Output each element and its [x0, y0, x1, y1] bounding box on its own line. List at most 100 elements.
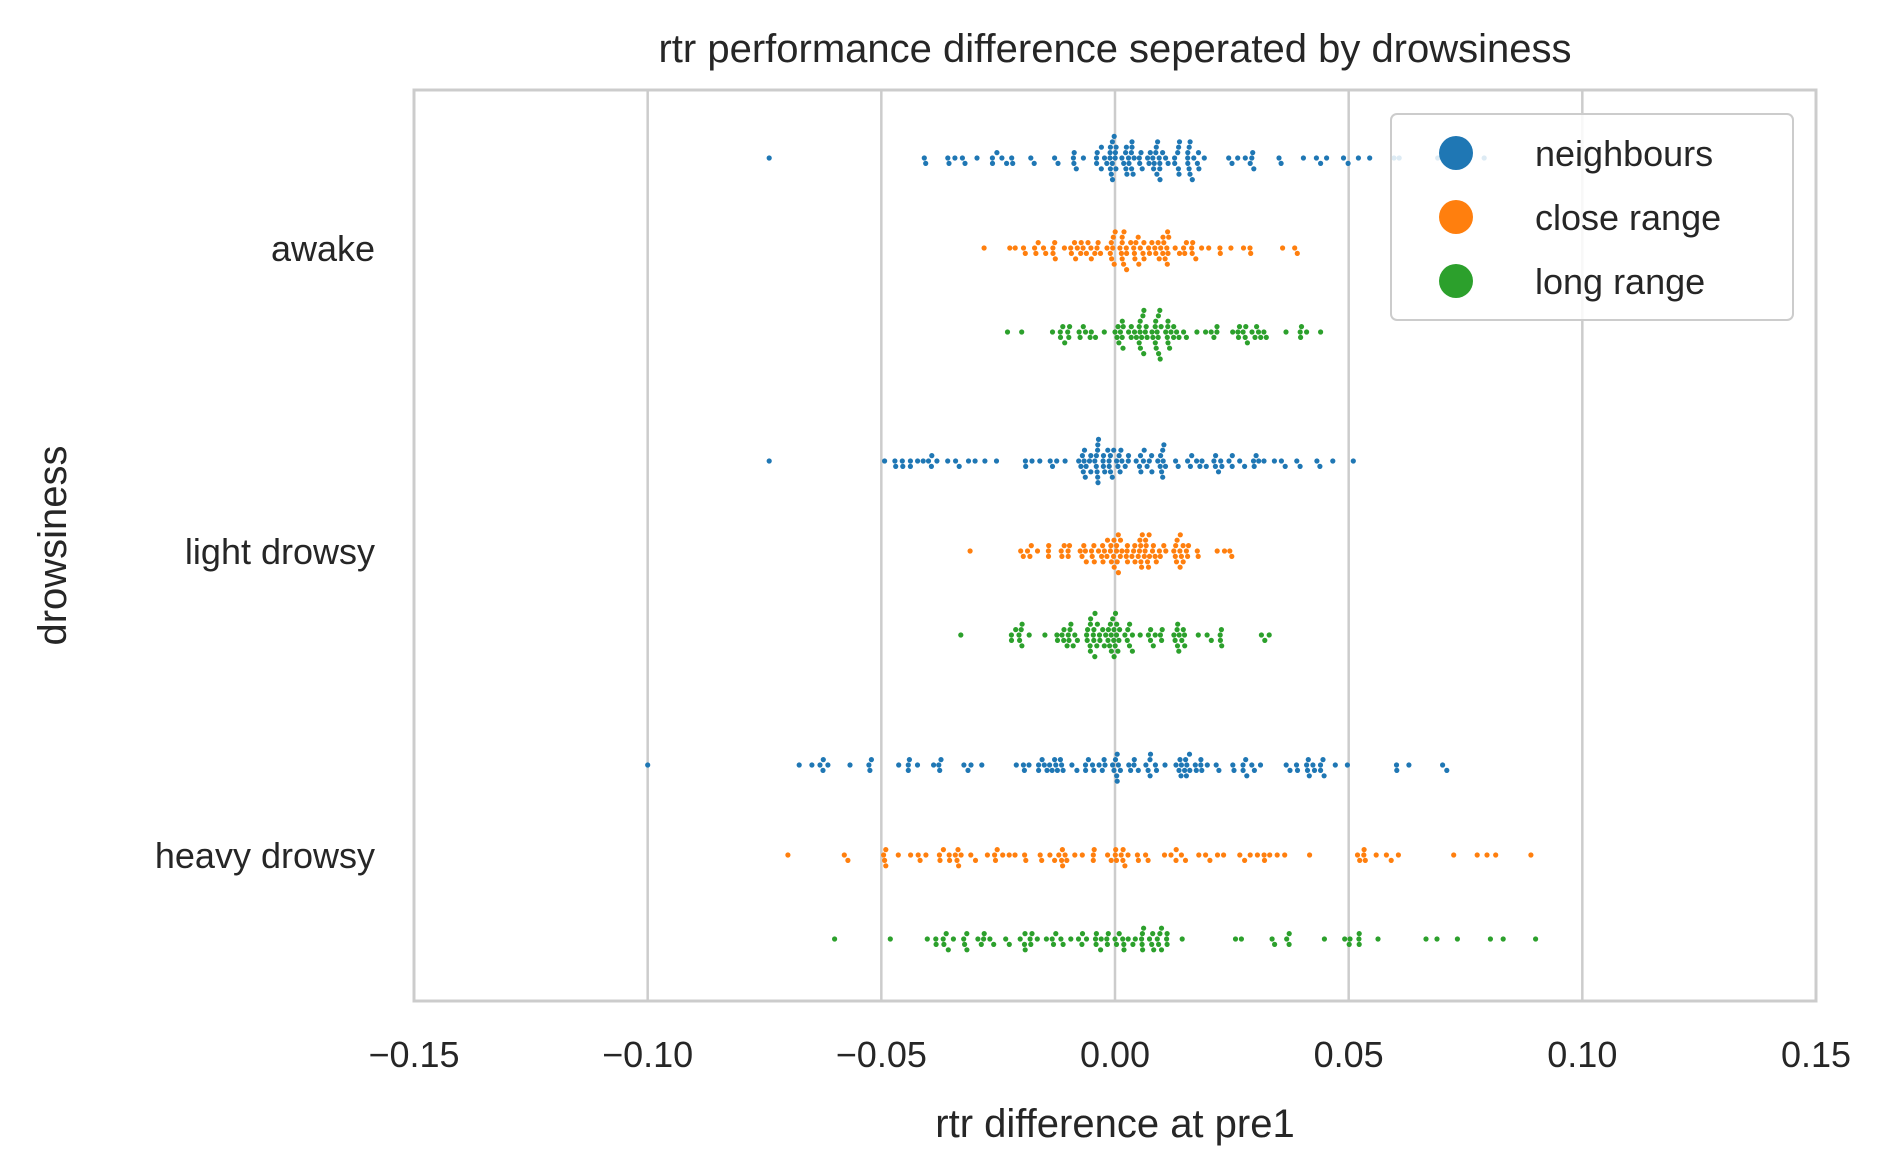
swarm-point: [867, 767, 873, 774]
swarm-point: [1196, 166, 1202, 172]
swarm-point: [1111, 553, 1117, 560]
swarm-point: [933, 936, 939, 942]
swarm-point: [1109, 256, 1115, 262]
swarm-point: [1294, 250, 1300, 256]
swarm-point: [1149, 453, 1155, 459]
swarm-point: [1165, 324, 1171, 330]
swarm-point: [1117, 469, 1123, 475]
swarm-point: [1073, 166, 1079, 172]
swarm-point: [993, 458, 1000, 464]
swarm-point: [1113, 166, 1119, 172]
swarm-point: [1089, 762, 1096, 768]
swarm-point: [1042, 632, 1048, 638]
swarm-point: [1181, 245, 1187, 251]
swarm-point: [1006, 941, 1012, 948]
swarm-point: [965, 767, 971, 774]
swarm-point: [915, 852, 921, 858]
swarm-point: [1020, 553, 1026, 560]
swarm-point: [1174, 627, 1180, 633]
swarm-point: [1266, 632, 1272, 638]
swarm-point: [1118, 250, 1124, 256]
swarm-point: [1057, 757, 1063, 763]
swarm-point: [1065, 553, 1071, 560]
swarm-point: [1112, 150, 1118, 156]
swarm-point: [1129, 648, 1135, 654]
swarm-point: [1036, 767, 1042, 774]
swarm-point: [1124, 637, 1130, 644]
swarm-point: [1098, 144, 1104, 150]
swarm-point: [1112, 643, 1118, 649]
swarm-point: [1143, 852, 1149, 858]
swarm-point: [1282, 852, 1288, 858]
swarm-point: [1049, 463, 1056, 469]
swarm-point: [1163, 548, 1169, 554]
swarm-point: [1156, 351, 1162, 357]
y-category-label: awake: [271, 228, 375, 269]
swarm-point: [1261, 852, 1267, 858]
swarm-point: [1096, 762, 1102, 768]
swarm-point: [1165, 229, 1171, 235]
swarm-point: [1136, 324, 1142, 330]
x-tick-label: −0.10: [602, 1034, 693, 1075]
swarm-point: [1158, 324, 1164, 330]
swarm-point: [1082, 329, 1089, 335]
swarm-point: [1164, 334, 1170, 340]
swarm-point: [1395, 852, 1401, 858]
swarm-point: [1280, 245, 1286, 251]
swarm-point: [1031, 160, 1037, 166]
swarm-point: [1217, 245, 1223, 251]
swarm-point: [1110, 616, 1116, 622]
swarm-point: [1244, 773, 1250, 779]
swarm-point: [1107, 166, 1113, 172]
swarm-point: [1087, 334, 1093, 340]
swarm-point: [1107, 250, 1113, 256]
swarm-point: [962, 160, 968, 166]
swarm-point: [1106, 458, 1112, 464]
swarm-point: [1272, 941, 1278, 948]
swarm-point: [1258, 334, 1264, 340]
swarm-point: [1036, 762, 1042, 768]
swarm-point: [1154, 171, 1160, 177]
swarm-point: [1016, 632, 1022, 638]
swarm-point: [1119, 318, 1125, 324]
swarm-point: [1066, 637, 1072, 644]
swarm-point: [1221, 852, 1227, 858]
swarm-point: [1150, 543, 1156, 549]
swarm-point: [900, 463, 906, 469]
swarm-point: [1194, 160, 1200, 166]
swarm-point: [1181, 329, 1187, 335]
swarm-point: [1156, 548, 1162, 554]
swarm-point: [991, 941, 997, 948]
swarm-point: [1105, 931, 1111, 937]
swarm-point: [1310, 762, 1316, 768]
swarm-point: [1178, 773, 1184, 779]
swarm-point: [1109, 139, 1115, 145]
swarm-point: [1049, 936, 1055, 942]
swarm-point: [1140, 313, 1146, 319]
swarm-point: [1088, 548, 1095, 554]
swarm-point: [1091, 767, 1097, 774]
swarm-point: [1133, 240, 1139, 246]
swarm-point: [1065, 632, 1071, 638]
swarm-point: [1123, 553, 1129, 560]
swarm-point: [1152, 340, 1158, 346]
swarm-point: [1104, 245, 1110, 251]
swarm-point: [1148, 627, 1154, 633]
swarm-point: [1160, 234, 1166, 240]
swarm-point: [1321, 773, 1327, 779]
swarm-point: [1072, 852, 1078, 858]
swarm-point: [1182, 857, 1189, 864]
swarm-point: [1090, 852, 1096, 858]
swarm-point: [1139, 941, 1145, 948]
swarm-point: [1134, 852, 1140, 858]
swarm-point: [938, 757, 944, 763]
swarm-point: [1095, 442, 1101, 448]
swarm-point: [1226, 458, 1232, 464]
swarm-point: [1313, 155, 1319, 161]
swarm-point: [1375, 936, 1381, 942]
swarm-point: [1140, 458, 1146, 464]
swarm-point: [964, 947, 970, 953]
swarm-point: [1357, 857, 1363, 864]
swarm-point: [1255, 329, 1262, 335]
